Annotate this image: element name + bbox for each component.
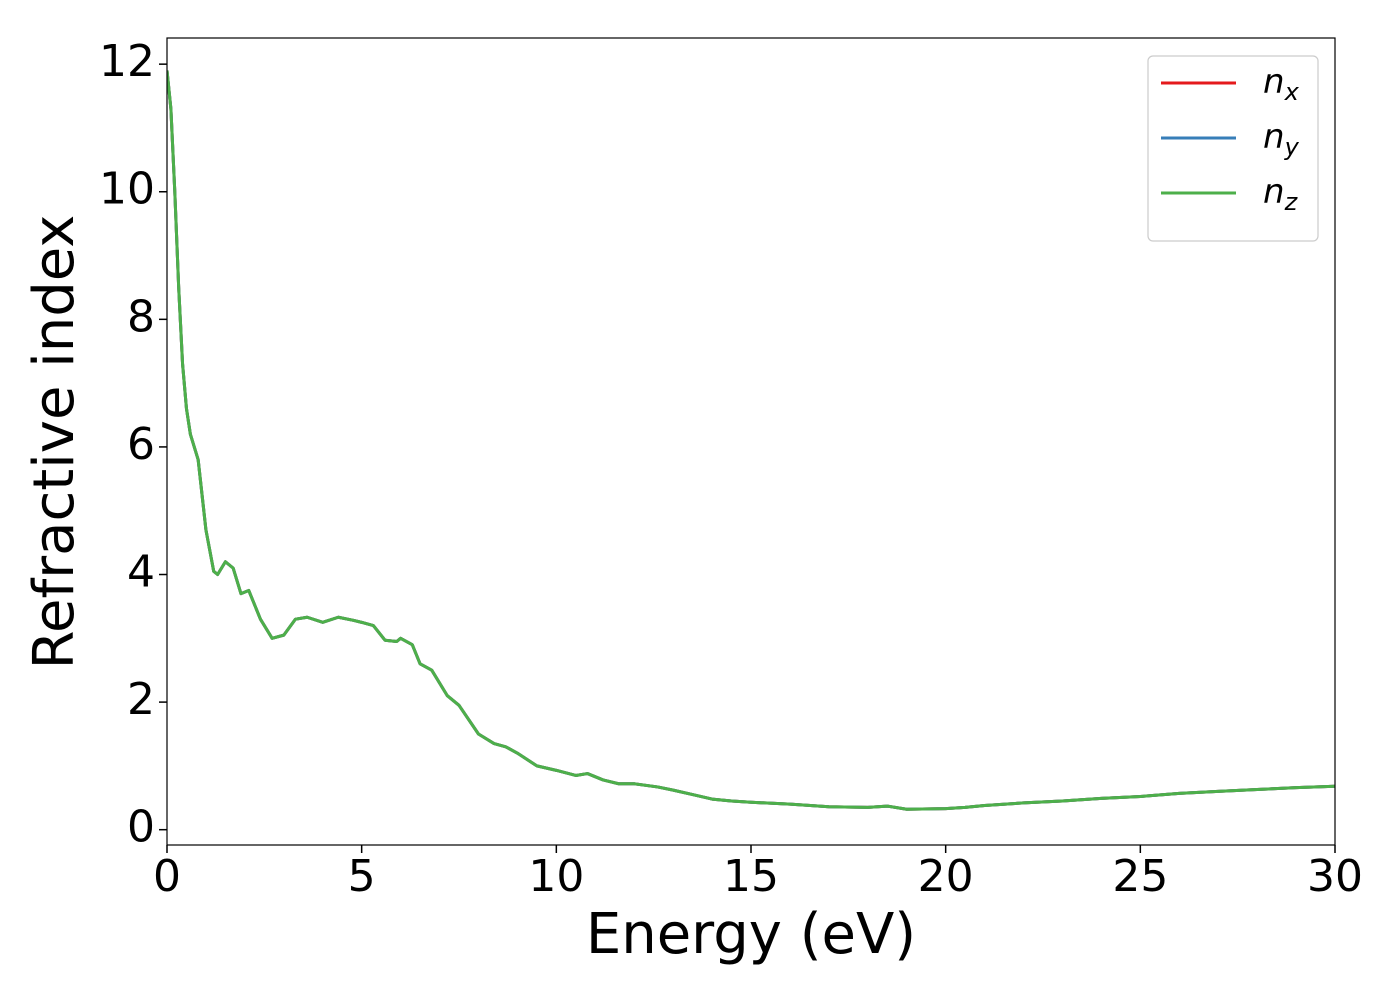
x-tick-label: 0 [153,851,181,902]
plot-frame [166,37,1336,846]
y-tick-label: 4 [127,547,155,598]
x-tick-label: 20 [918,851,974,902]
x-tick-label: 15 [723,851,779,902]
series-line [167,70,1335,811]
legend-label: nx [1263,62,1300,107]
legend-label: nz [1263,172,1299,217]
x-tick-label: 5 [348,851,376,902]
legend-label: ny [1263,117,1300,162]
x-tick-label: 30 [1307,851,1363,902]
x-tick-label: 25 [1112,851,1168,902]
y-tick-label: 10 [99,164,155,215]
x-tick-label: 10 [528,851,584,902]
y-tick-label: 0 [127,802,155,853]
y-tick-label: 6 [127,419,155,470]
y-tick-label: 8 [127,291,155,342]
legend-box [1147,55,1319,242]
x-axis-label: Energy (eV) [586,902,916,967]
y-axis-label: Refractive index [22,215,87,670]
y-tick-label: 2 [127,674,155,725]
y-tick-label: 12 [99,36,155,87]
